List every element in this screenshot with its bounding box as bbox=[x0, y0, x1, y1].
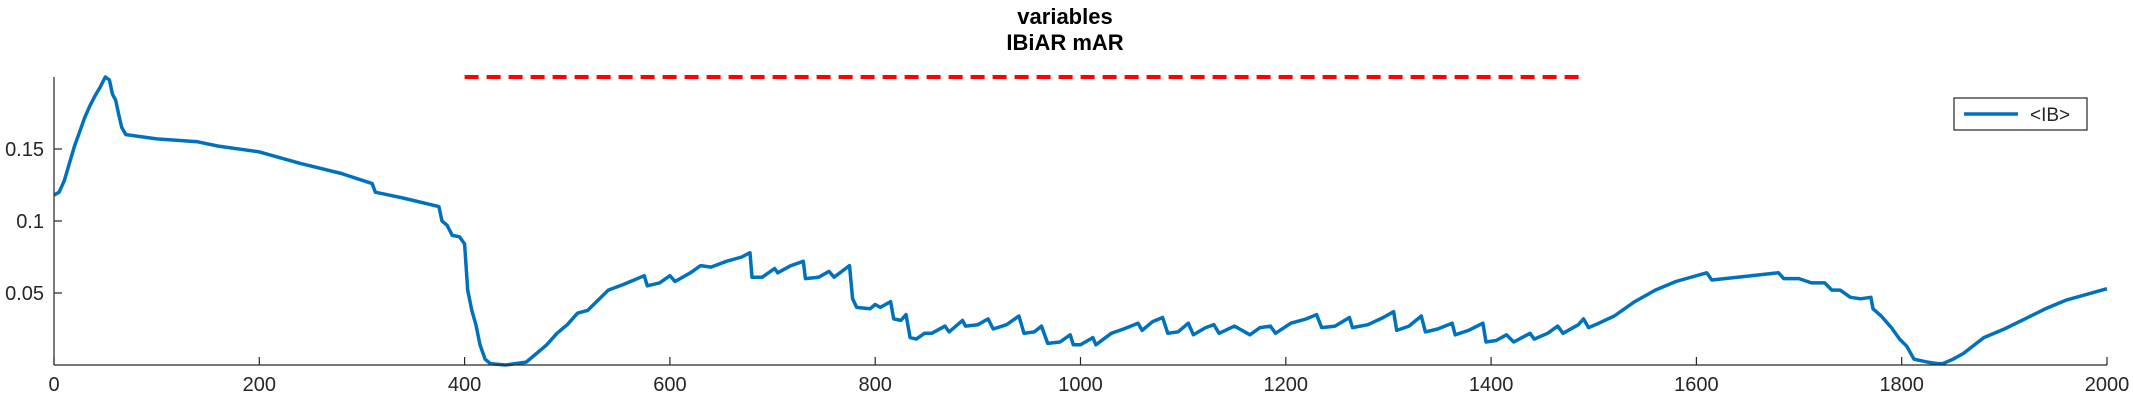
y-tick-label: 0.15 bbox=[5, 139, 44, 161]
series-line-ib bbox=[53, 75, 2108, 367]
y-tick-label: 0.1 bbox=[16, 211, 44, 233]
x-tick-label: 1600 bbox=[1674, 374, 1719, 396]
x-tick-label: 0 bbox=[48, 374, 59, 396]
series-layer bbox=[53, 75, 2108, 367]
x-tick-label: 1400 bbox=[1469, 374, 1514, 396]
chart-title-line-2: IBiAR mAR bbox=[1006, 30, 1123, 55]
x-tick-label: 1000 bbox=[1058, 374, 1103, 396]
legend-label-ib: <IB> bbox=[2030, 105, 2070, 126]
x-tick-label: 400 bbox=[448, 374, 481, 396]
axis-ticks: 0 200 400 600 800 1000 1200 1400 1600 1800 2000 0.0… bbox=[5, 139, 2129, 396]
x-tick-label: 1200 bbox=[1264, 374, 1309, 396]
y-tick-label: 0.05 bbox=[5, 283, 44, 305]
axes bbox=[53, 77, 2107, 366]
x-tick-label: 800 bbox=[859, 374, 892, 396]
legend: <IB> bbox=[1953, 97, 2088, 131]
chart-title-line-1: variables bbox=[1017, 4, 1112, 29]
x-tick-label: 200 bbox=[243, 374, 276, 396]
x-tick-label: 2000 bbox=[2085, 374, 2130, 396]
x-tick-label: 1800 bbox=[1879, 374, 1924, 396]
x-tick-label: 600 bbox=[653, 374, 686, 396]
